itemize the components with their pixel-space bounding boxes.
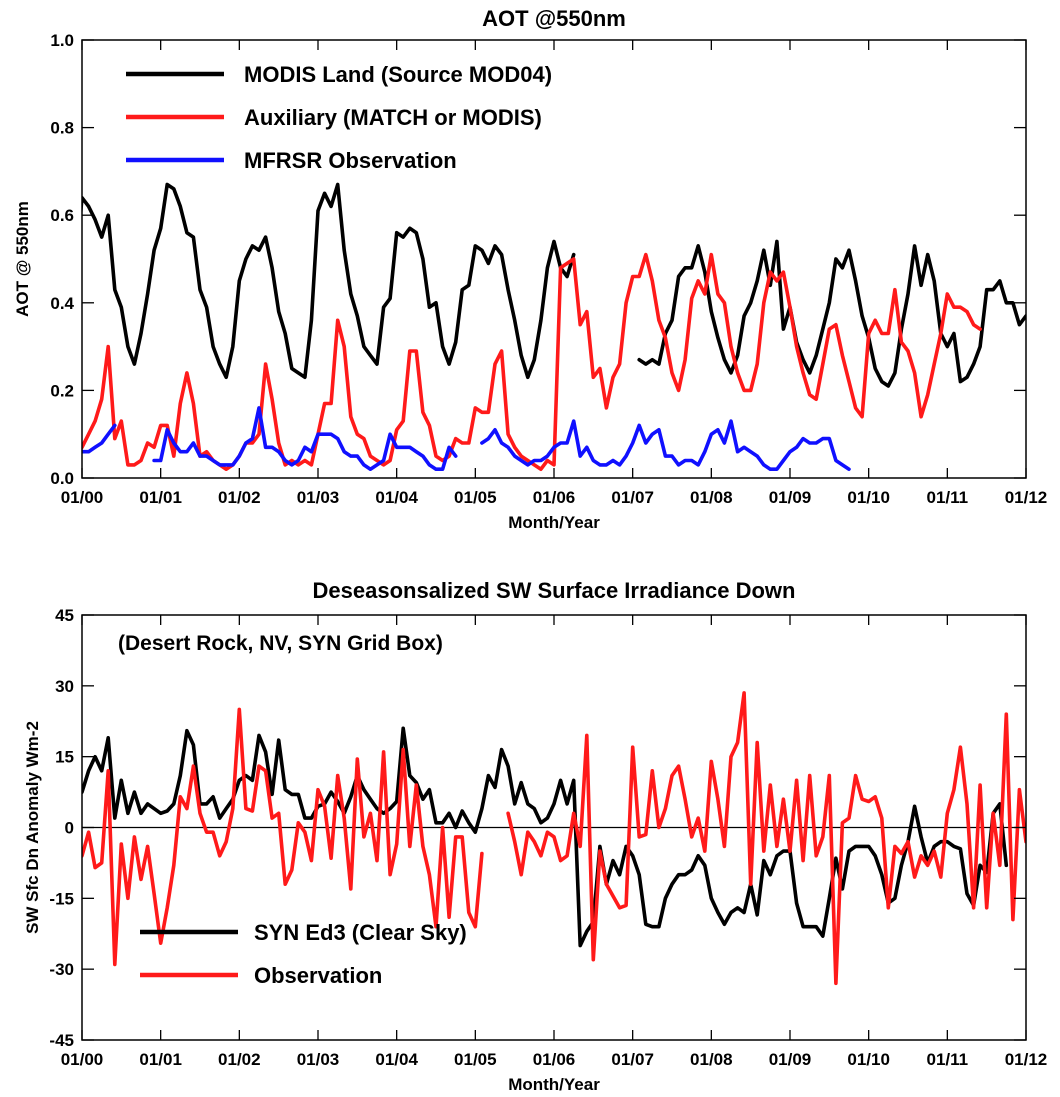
x-tick-label: 01/11 bbox=[927, 488, 969, 507]
x-tick-label: 01/09 bbox=[769, 488, 812, 507]
y-tick-label: 45 bbox=[55, 606, 74, 625]
series-line-segment bbox=[637, 239, 1026, 388]
series-line-segment bbox=[82, 707, 484, 967]
x-tick-label: 01/03 bbox=[297, 1050, 340, 1069]
y-tick-label: -30 bbox=[49, 960, 74, 979]
x-tick-label: 01/11 bbox=[927, 1050, 969, 1069]
x-tick-label: 01/08 bbox=[690, 1050, 733, 1069]
sw-anomaly-chart: Deseasonsalized SW Surface Irradiance Do… bbox=[23, 578, 1047, 1094]
chart-title: Deseasonsalized SW Surface Irradiance Do… bbox=[313, 578, 796, 603]
x-tick-label: 01/05 bbox=[454, 488, 497, 507]
x-tick-label: 01/07 bbox=[611, 1050, 654, 1069]
chart-annotation: (Desert Rock, NV, SYN Grid Box) bbox=[118, 632, 443, 655]
legend-label: MFRSR Observation bbox=[244, 148, 457, 173]
series-line-segment bbox=[82, 252, 982, 472]
x-tick-label: 01/01 bbox=[139, 1050, 182, 1069]
y-axis-label: SW Sfc Dn Anomaly Wm-2 bbox=[23, 721, 42, 934]
x-tick-label: 01/10 bbox=[847, 1050, 890, 1069]
y-axis-label: AOT @ 550nm bbox=[13, 201, 32, 317]
x-tick-label: 01/04 bbox=[375, 1050, 418, 1069]
y-tick-label: 30 bbox=[55, 677, 74, 696]
aot-chart: AOT @550nm 01/00 01/01 01/02 01/03 01/04 01/05… bbox=[13, 6, 1047, 532]
series-line-segment bbox=[82, 423, 117, 454]
x-tick-label: 01/02 bbox=[218, 1050, 261, 1069]
x-tick-label: 01/02 bbox=[218, 488, 261, 507]
y-tick-label: 0.0 bbox=[50, 469, 74, 488]
legend-label: Auxiliary (MATCH or MODIS) bbox=[244, 105, 542, 130]
y-tick-label: 0 bbox=[65, 819, 74, 838]
x-tick-label: 01/04 bbox=[375, 488, 418, 507]
series-line-segment bbox=[82, 182, 576, 380]
x-tick-label: 01/00 bbox=[61, 1050, 104, 1069]
x-tick-label: 01/05 bbox=[454, 1050, 497, 1069]
legend-label: MODIS Land (Source MOD04) bbox=[244, 62, 552, 87]
series-line-segment bbox=[152, 406, 458, 472]
series-observation bbox=[82, 691, 1026, 986]
series-auxiliary-match-or-modis bbox=[82, 252, 982, 472]
x-tick-label: 01/09 bbox=[769, 1050, 812, 1069]
y-tick-label: 0.4 bbox=[50, 294, 74, 313]
y-tick-label: 0.2 bbox=[50, 381, 74, 400]
x-axis-label: Month/Year bbox=[508, 1075, 600, 1094]
series-line-segment bbox=[82, 726, 1009, 948]
series-syn-ed3-clear-sky bbox=[82, 726, 1009, 948]
x-tick-label: 01/01 bbox=[139, 488, 182, 507]
legend: SYN Ed3 (Clear Sky) Observation bbox=[140, 920, 467, 988]
series-line-segment bbox=[506, 691, 1026, 986]
x-tick-label: 01/03 bbox=[297, 488, 340, 507]
x-tick-label: 01/00 bbox=[61, 488, 104, 507]
y-tick-label: 1.0 bbox=[50, 31, 74, 50]
x-tick-label: 01/06 bbox=[533, 1050, 576, 1069]
x-tick-label: 01/07 bbox=[611, 488, 654, 507]
y-tick-label: 0.8 bbox=[50, 119, 74, 138]
legend-label: Observation bbox=[254, 963, 382, 988]
x-tick-label: 01/12 bbox=[1005, 488, 1048, 507]
series-mfrsr-observation bbox=[82, 406, 851, 472]
x-tick-label: 01/10 bbox=[847, 488, 890, 507]
x-axis-label: Month/Year bbox=[508, 513, 600, 532]
y-tick-label: 15 bbox=[55, 748, 74, 767]
y-tick-label: 0.6 bbox=[50, 206, 74, 225]
x-tick-label: 01/06 bbox=[533, 488, 576, 507]
x-tick-label: 01/08 bbox=[690, 488, 733, 507]
series-modis-land-source-mod04 bbox=[82, 182, 1026, 388]
y-tick-label: -15 bbox=[49, 889, 74, 908]
series-line-segment bbox=[480, 419, 851, 472]
chart-title: AOT @550nm bbox=[482, 6, 626, 31]
legend: MODIS Land (Source MOD04) Auxiliary (MATC… bbox=[126, 62, 552, 173]
legend-label: SYN Ed3 (Clear Sky) bbox=[254, 920, 467, 945]
y-tick-label: -45 bbox=[49, 1031, 74, 1050]
x-tick-label: 01/12 bbox=[1005, 1050, 1048, 1069]
